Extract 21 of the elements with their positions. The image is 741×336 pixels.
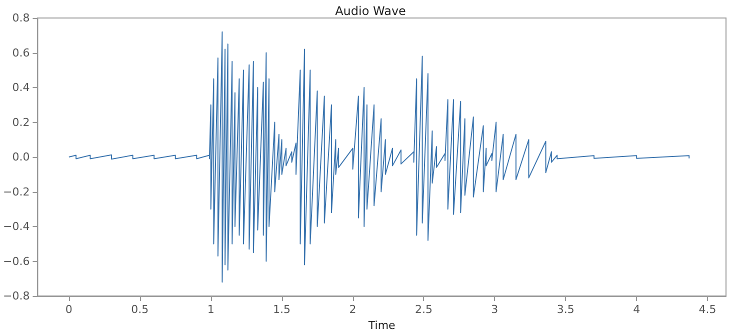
y-tick-label: −0.6: [2, 254, 30, 268]
y-tick-label: 0.8: [12, 12, 30, 24]
x-tick-label: 0: [65, 303, 72, 316]
x-tick-label: 4.5: [698, 303, 716, 316]
x-tick-label: 2: [349, 303, 356, 316]
y-tick-label: −0.8: [2, 290, 30, 302]
x-axis-title: Time: [367, 319, 396, 332]
y-tick-label: 0.0: [12, 150, 30, 164]
x-tick-label: 3: [491, 303, 498, 316]
x-tick-label: 0.5: [131, 303, 149, 316]
y-tick-label: 0.6: [12, 46, 30, 60]
y-tick-label: 0.4: [12, 81, 30, 94]
x-tick-label: 1: [207, 303, 214, 316]
chart-title: Audio Wave: [335, 4, 406, 18]
y-tick-label: 0.2: [12, 116, 30, 129]
x-tick-label: 2.5: [414, 303, 432, 316]
x-tick-label: 4: [633, 303, 640, 316]
x-tick-label: 3.5: [556, 303, 574, 316]
y-tick-label: −0.4: [2, 220, 30, 233]
y-tick-label: −0.2: [2, 185, 30, 198]
x-tick-label: 1.5: [273, 303, 291, 316]
